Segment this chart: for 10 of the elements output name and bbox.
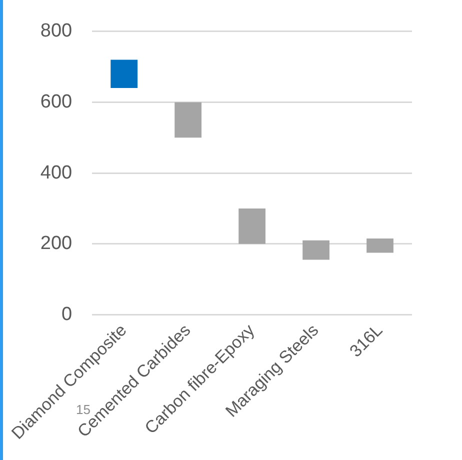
bar	[366, 238, 394, 253]
y-tick-label: 800	[40, 20, 72, 42]
y-tick-label: 200	[40, 233, 72, 254]
y-tick-label: 600	[40, 91, 72, 112]
bar	[302, 240, 330, 260]
bar	[110, 60, 138, 88]
bar	[174, 102, 202, 138]
y-tick-label: 400	[40, 162, 72, 184]
y-tick-label: 0	[62, 304, 72, 325]
bar	[238, 208, 266, 244]
